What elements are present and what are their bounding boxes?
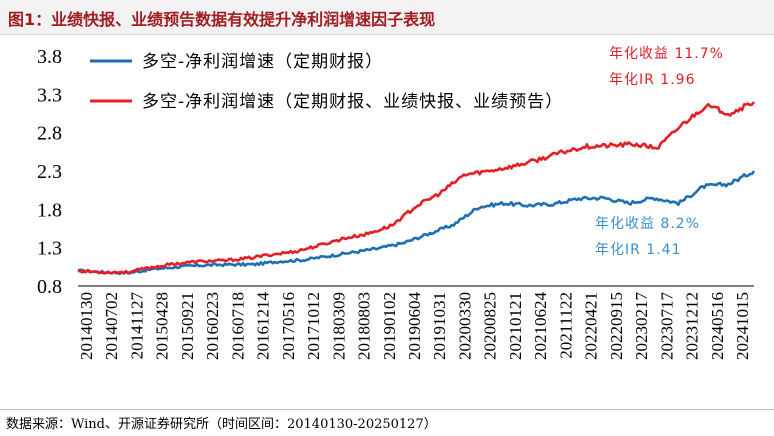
x-tick-label: 20220915 [607, 292, 626, 360]
x-tick-label: 20160718 [228, 292, 247, 360]
x-tick-label: 20200825 [481, 292, 500, 360]
series-line-blue [77, 170, 756, 276]
x-tick-label: 20230217 [632, 292, 651, 361]
x-tick-label: 20141127 [127, 292, 146, 360]
x-tick-label: 20170516 [279, 292, 298, 360]
annotations: 年化收益 11.7% 年化IR 1.96 年化收益 8.2% 年化IR 1.41 [595, 46, 724, 258]
x-tick-label: 20210121 [506, 292, 525, 360]
x-axis: 20140130 20140702 20141127 20150428 20150921… [77, 292, 752, 361]
legend-label-red: 多空-净利润增速（定期财报、业绩快报、业绩预告） [142, 92, 563, 112]
series-line-red [77, 101, 756, 275]
legend: 多空-净利润增速（定期财报） 多空-净利润增速（定期财报、业绩快报、业绩预告） [90, 52, 563, 112]
x-tick-label: 20161214 [254, 292, 273, 361]
x-tick-label: 20190102 [380, 292, 399, 360]
y-tick-label: 3.8 [37, 46, 62, 68]
series-lines [77, 101, 756, 276]
x-tick-label: 20140130 [77, 292, 96, 360]
x-tick-label: 20191031 [430, 292, 449, 360]
x-tick-label: 20211122 [556, 292, 575, 359]
x-tick-label: 20160223 [203, 292, 222, 360]
title-bar: 图1：业绩快报、业绩预告数据有效提升净利润增速因子表现 [0, 0, 774, 35]
x-tick-label: 20200330 [455, 292, 474, 360]
line-chart: 0.81.31.82.32.83.33.8 20140130 20140702 20… [37, 46, 756, 361]
y-tick-label: 2.8 [37, 123, 62, 145]
legend-label-blue: 多空-净利润增速（定期财报） [142, 52, 383, 72]
x-tick-label: 20180803 [355, 292, 374, 360]
x-tick-label: 20231212 [683, 292, 702, 360]
x-tick-label: 20150428 [153, 292, 172, 360]
x-tick-label: 20190604 [405, 292, 424, 361]
y-axis: 0.8 1.3 1.8 2.3 2.8 3.3 3.8 [37, 46, 754, 298]
x-tick-label: 20210624 [531, 292, 550, 361]
y-tick-label: 2.3 [37, 161, 62, 183]
x-tick-label: 20220421 [582, 292, 601, 360]
y-tick-label: 0.8 [37, 276, 62, 298]
red-annual-return: 年化收益 11.7% [609, 46, 724, 62]
chart-title: 图1：业绩快报、业绩预告数据有效提升净利润增速因子表现 [8, 10, 436, 29]
x-tick-label: 20180309 [329, 292, 348, 360]
y-tick-label: 1.3 [37, 238, 62, 260]
data-source: 数据来源：Wind、开源证券研究所（时间区间：20140130-20250127… [6, 417, 437, 432]
blue-annual-return: 年化收益 8.2% [595, 216, 700, 232]
blue-annual-ir: 年化IR 1.41 [595, 242, 681, 258]
x-tick-label: 20240516 [708, 292, 727, 360]
x-tick-label: 20230717 [657, 292, 676, 361]
y-tick-label: 3.3 [37, 84, 62, 106]
red-annual-ir: 年化IR 1.96 [609, 72, 695, 88]
source-divider [0, 409, 774, 410]
x-tick-label: 20171012 [304, 292, 323, 360]
x-tick-label: 20140702 [102, 292, 121, 360]
x-tick-label: 20150921 [178, 292, 197, 360]
x-tick-label: 20241015 [733, 292, 752, 360]
y-tick-label: 1.8 [37, 199, 62, 221]
